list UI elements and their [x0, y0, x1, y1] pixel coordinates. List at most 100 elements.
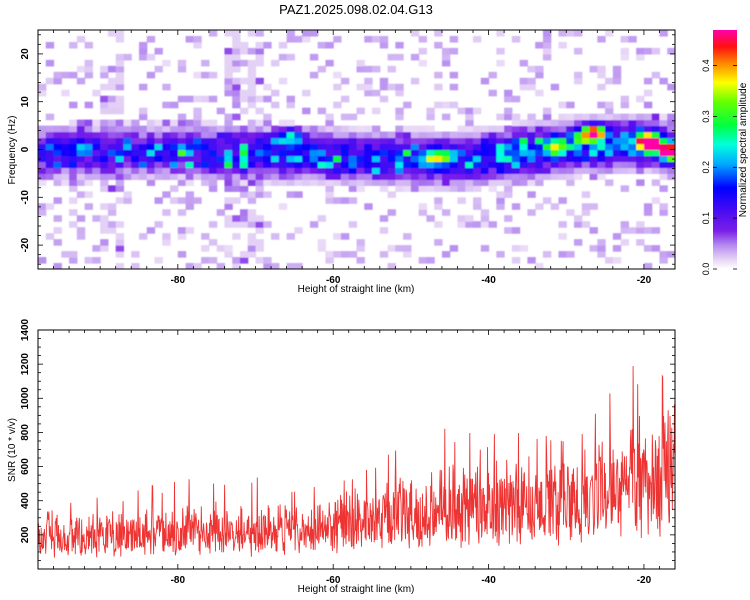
spectrogram-cell [232, 77, 241, 85]
spectrogram-cell [325, 197, 334, 204]
spectrogram-cell [597, 245, 606, 252]
spectrogram-cell [38, 125, 47, 133]
spectrogram-cell [278, 77, 288, 85]
spectrogram-cell [115, 125, 125, 133]
colorbar-tick-label: 0.3 [701, 110, 711, 123]
spectrogram-cell [239, 215, 249, 222]
spectrogram-cell [542, 149, 552, 157]
spectrogram-cell [115, 107, 125, 115]
spectrogram-cell [473, 221, 482, 228]
spectrogram-cell [247, 65, 257, 73]
spectrogram-cell [379, 143, 389, 151]
spectrogram-cell [232, 59, 241, 67]
spectrogram-cell [340, 143, 350, 151]
spectrogram-cell [107, 119, 117, 127]
spectrogram-cell [193, 107, 202, 115]
spectrogram-cell [628, 149, 637, 157]
spectrogram-ylabel: Frequency (Hz) [7, 116, 18, 185]
spectrogram-cell [131, 161, 140, 169]
spectrogram-panel: -80 -60 -40 -20 20 10 0 -10 -20 Height of straig… [7, 29, 676, 295]
spectrogram-cell [333, 131, 342, 139]
spectrogram-cell [356, 137, 365, 145]
spectrogram-cell [100, 143, 109, 151]
spectrogram-cell [356, 179, 365, 186]
spectrogram-cell [45, 167, 55, 174]
spectrogram-cell [239, 161, 249, 169]
spectrogram-cell [38, 83, 47, 91]
spectrogram-cell [364, 179, 373, 186]
spectrogram-cell [620, 119, 629, 127]
spectrogram-cell [170, 161, 179, 169]
spectrogram-cell [69, 251, 78, 258]
spectrogram-cell [348, 113, 358, 121]
spectrogram-cell [387, 209, 396, 216]
spectrogram-cell [589, 161, 598, 169]
spectrogram-cell [434, 149, 443, 157]
spectrogram-cell [643, 209, 653, 216]
spectrogram-cell [84, 167, 93, 174]
spectrogram-cell [325, 191, 334, 198]
spectrogram-cell [162, 149, 171, 157]
spectrogram-cell [628, 119, 637, 127]
spectrogram-cell [76, 227, 86, 234]
spectrogram-xtick-label: -40 [481, 275, 496, 286]
spectrogram-cell [550, 125, 560, 133]
spectrogram-cell [659, 77, 668, 85]
spectrogram-cell [45, 137, 55, 145]
spectrogram-cell [480, 125, 490, 133]
spectrogram-cell [395, 137, 404, 145]
spectrogram-cell [364, 167, 373, 174]
spectrogram-cell [589, 173, 598, 180]
spectrogram-cell [138, 41, 148, 49]
spectrogram-cell [263, 257, 272, 264]
spectrogram-cell [356, 185, 365, 192]
spectrogram-cell [146, 227, 156, 234]
spectrogram-cell [185, 167, 194, 174]
spectrogram-cell [232, 143, 241, 151]
spectrogram-cell [224, 53, 233, 61]
spectrogram-cell [511, 35, 521, 43]
spectrogram-cell [643, 149, 653, 157]
spectrogram-cell [496, 197, 505, 204]
spectrogram-cell [239, 251, 249, 258]
spectrogram-cell [364, 89, 373, 97]
spectrogram-cell [76, 161, 86, 169]
spectrogram-cell [162, 167, 171, 174]
spectrogram-cell [387, 143, 396, 151]
spectrogram-cell [504, 167, 513, 174]
spectrogram-cell [434, 197, 443, 204]
spectrogram-cell [340, 155, 350, 163]
spectrogram-cell [333, 125, 342, 133]
spectrogram-cell [123, 149, 132, 157]
spectrogram-cell [247, 77, 257, 85]
spectrogram-cell [542, 173, 552, 180]
spectrogram-cell [286, 95, 295, 103]
spectrogram-cell [69, 119, 78, 127]
spectrogram-cell [620, 155, 629, 163]
spectrogram-cell [410, 131, 420, 139]
spectrogram-cell [131, 143, 140, 151]
spectrogram-cell [76, 65, 86, 73]
spectrogram-cell [628, 35, 637, 43]
spectrogram-cell [457, 167, 466, 174]
spectrogram-cell [527, 113, 536, 121]
spectrogram-cell [208, 185, 218, 192]
snr-ytick-label: 1400 [20, 318, 31, 341]
spectrogram-cell [239, 89, 249, 97]
spectrogram-cell [426, 167, 435, 174]
spectrogram-cell [317, 179, 327, 186]
spectrogram-cell [535, 179, 544, 186]
spectrogram-cell [271, 89, 280, 97]
spectrogram-cell [255, 149, 264, 157]
spectrogram-cell [643, 203, 653, 210]
spectrogram-cell [247, 215, 257, 222]
spectrogram-cell [434, 143, 443, 151]
spectrogram-cell [123, 125, 132, 133]
spectrogram-cell [488, 161, 497, 169]
spectrogram-cell [224, 161, 233, 169]
spectrogram-cell [123, 161, 132, 169]
spectrogram-cell [620, 101, 629, 109]
spectrogram-cell [465, 155, 474, 163]
spectrogram-cell [535, 161, 544, 169]
spectrogram-cell [356, 83, 365, 91]
